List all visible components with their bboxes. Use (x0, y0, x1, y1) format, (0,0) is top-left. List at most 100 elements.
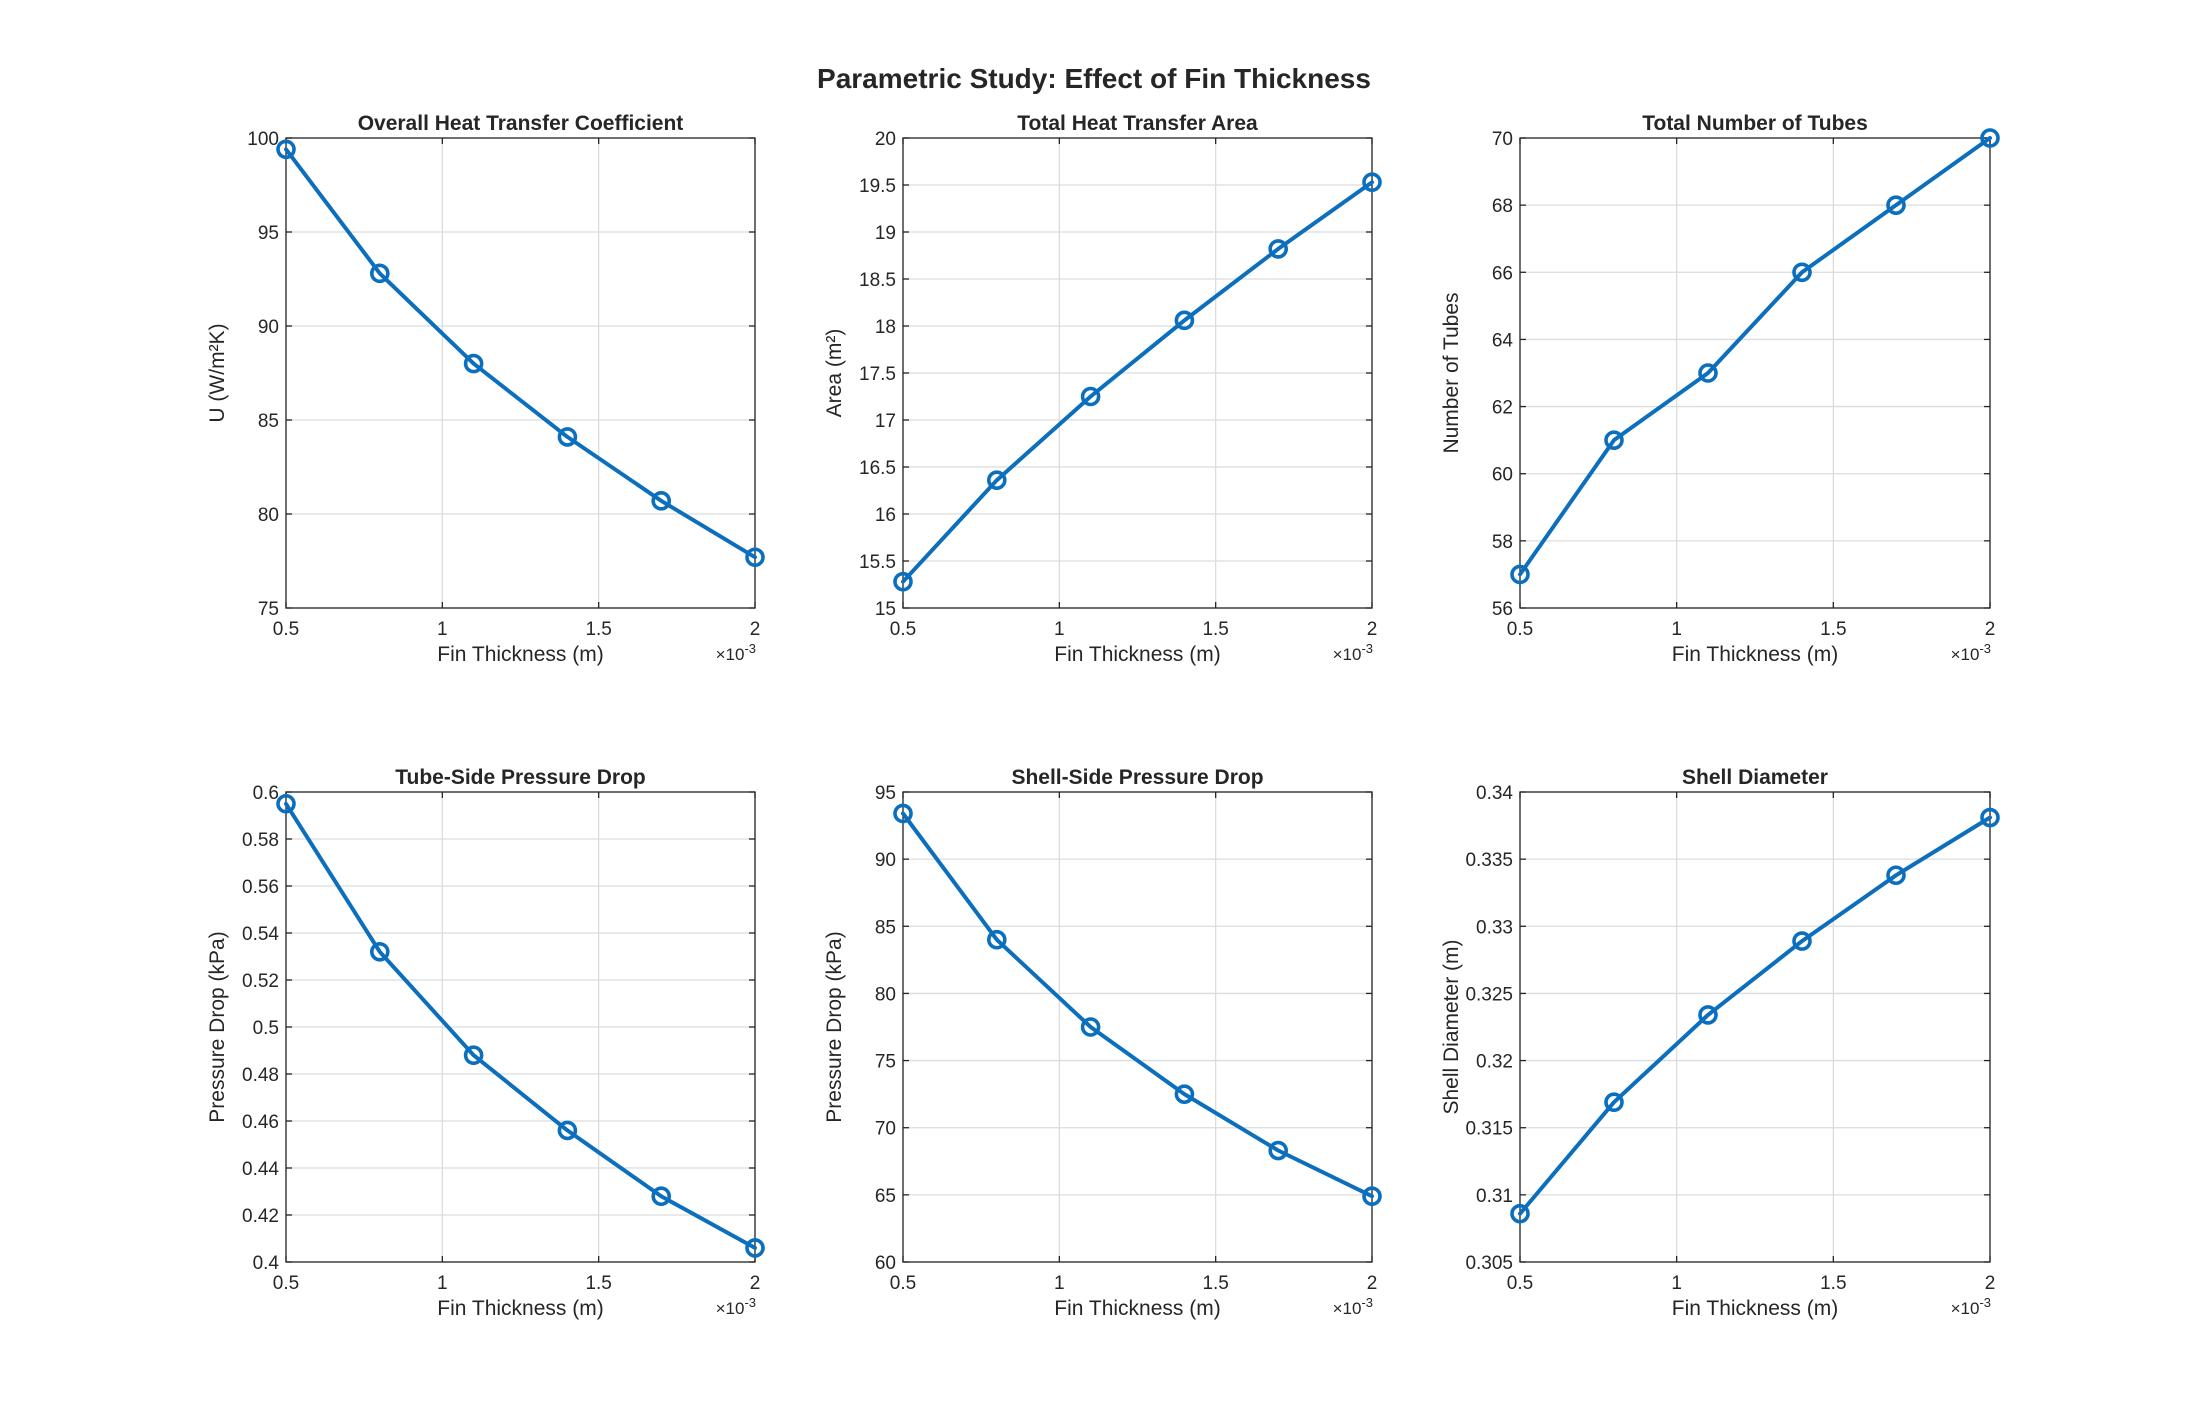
data-point-marker (1510, 1203, 1530, 1224)
data-point-marker (893, 803, 913, 824)
data-point-marker (1362, 172, 1382, 192)
data-point-marker (745, 1238, 765, 1258)
x-tick-label: 1 (437, 619, 448, 640)
x-tick-label: 1.5 (1202, 1273, 1228, 1294)
y-tick-label: 18 (875, 317, 896, 338)
data-point-marker (557, 427, 578, 447)
x-axis-multiplier-exponent: -3 (744, 641, 756, 656)
data-point-marker (1080, 1017, 1101, 1037)
y-tick-label: 70 (875, 1119, 896, 1140)
series-line (1518, 136, 1992, 577)
y-tick-label: 75 (875, 1052, 896, 1073)
data-point-marker (1886, 865, 1906, 886)
y-axis-label: Shell Diameter (m) (1440, 939, 1463, 1114)
x-tick-label: 0.5 (890, 1273, 916, 1294)
y-tick-label: 0.4 (253, 1253, 280, 1274)
y-tick-label: 0.48 (242, 1065, 279, 1086)
plot-area (1520, 138, 1990, 608)
y-tick-label: 64 (1492, 330, 1514, 351)
x-tick-label: 1.5 (1202, 619, 1228, 640)
x-tick-label: 1.5 (585, 619, 611, 640)
y-tick-label: 0.32 (1476, 1052, 1513, 1073)
y-tick-label: 19.5 (859, 176, 896, 197)
x-tick-label: 1.5 (1820, 619, 1846, 640)
data-point-marker (893, 571, 913, 592)
x-axis-multiplier-exponent: -3 (1361, 1295, 1373, 1310)
y-tick-label: 80 (258, 505, 279, 526)
y-axis-label: U (W/m²K) (206, 323, 229, 422)
y-tick-label: 62 (1492, 398, 1513, 419)
data-point-marker (1362, 1186, 1382, 1206)
y-tick-label: 0.52 (242, 971, 279, 992)
x-tick-label: 2 (750, 1273, 761, 1294)
y-axis-label: Number of Tubes (1440, 292, 1463, 453)
data-point-marker (369, 941, 390, 962)
series-line (284, 147, 757, 560)
data-point-marker (1604, 1092, 1624, 1112)
data-point-marker (1080, 386, 1101, 407)
subplot-title: Total Number of Tubes (1642, 112, 1868, 135)
y-tick-label: 0.56 (242, 877, 279, 898)
x-tick-label: 0.5 (890, 619, 916, 640)
data-point-marker (1268, 239, 1288, 259)
x-tick-label: 1 (1671, 619, 1682, 640)
x-tick-label: 2 (1985, 1273, 1996, 1294)
series-line (901, 180, 1374, 584)
subplot-4: 0.5 1 1.5 2 0.4 0.42 0.44 0.46 0.48 0.5 0.52 0.54 0.… (206, 766, 765, 1320)
y-tick-label: 0.44 (242, 1159, 279, 1180)
figure-title: Parametric Study: Effect of Fin Thicknes… (817, 63, 1371, 94)
y-tick-label: 15.5 (859, 552, 896, 573)
y-axis-label: Area (m²) (823, 329, 846, 418)
data-point-marker (651, 1186, 672, 1206)
y-tick-label: 65 (875, 1186, 896, 1207)
y-tick-label: 0.335 (1465, 850, 1513, 871)
y-tick-label: 0.31 (1476, 1186, 1513, 1207)
y-tick-label: 0.6 (253, 783, 279, 804)
y-tick-label: 0.58 (242, 830, 279, 851)
x-tick-label: 2 (1367, 619, 1378, 640)
x-tick-label: 0.5 (1507, 619, 1533, 640)
x-tick-label: 0.5 (1507, 1273, 1533, 1294)
subplot-title: Shell-Side Pressure Drop (1011, 766, 1263, 789)
data-point-marker (557, 1120, 578, 1141)
y-tick-label: 95 (875, 783, 896, 804)
y-tick-label: 58 (1492, 532, 1513, 553)
data-point-marker (1980, 807, 2000, 828)
y-tick-label: 19 (875, 223, 896, 244)
data-point-marker (1886, 195, 1906, 215)
data-point-marker (1174, 1084, 1195, 1104)
y-tick-label: 0.325 (1465, 984, 1513, 1005)
y-tick-label: 80 (875, 984, 896, 1005)
y-tick-label: 17.5 (859, 364, 896, 385)
y-tick-label: 66 (1492, 263, 1513, 284)
data-point-marker (1604, 430, 1624, 450)
plot-area (903, 792, 1372, 1262)
x-tick-label: 1.5 (1820, 1273, 1846, 1294)
data-point-marker (369, 263, 390, 284)
y-tick-label: 16.5 (859, 458, 896, 479)
axes-frame (1519, 137, 1991, 609)
axes-frame (902, 791, 1373, 1263)
data-point-marker (745, 547, 765, 568)
y-tick-label: 100 (247, 129, 279, 150)
y-tick-label: 75 (258, 599, 279, 620)
y-tick-label: 95 (258, 223, 279, 244)
data-point-marker (1268, 1140, 1288, 1161)
data-point-marker (1980, 128, 2000, 148)
y-tick-label: 0.305 (1465, 1253, 1513, 1274)
x-tick-label: 1 (1054, 1273, 1065, 1294)
y-tick-label: 90 (875, 850, 896, 871)
data-point-marker (1698, 1005, 1718, 1025)
x-axis-label: Fin Thickness (m) (1054, 1297, 1220, 1320)
plot-area (1520, 792, 1990, 1262)
y-tick-label: 16 (875, 505, 896, 526)
y-tick-label: 0.42 (242, 1206, 279, 1227)
subplot-5: 0.5 1 1.5 26065707580859095×10-3Shell-Side … (823, 766, 1382, 1320)
data-point-marker (1698, 363, 1718, 383)
y-tick-label: 18.5 (859, 270, 896, 291)
x-tick-label: 2 (1367, 1273, 1378, 1294)
x-axis-label: Fin Thickness (m) (1672, 643, 1838, 666)
y-axis-label: Pressure Drop (kPa) (206, 931, 229, 1122)
